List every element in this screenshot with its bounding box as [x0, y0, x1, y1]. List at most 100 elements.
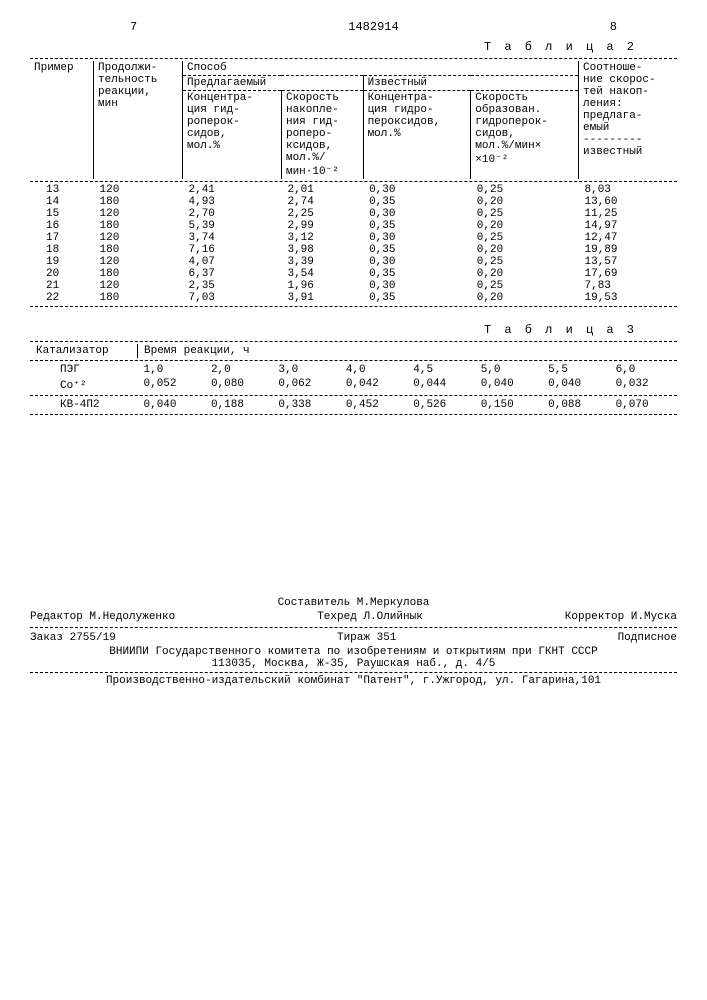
t2-h-proposed: Предлагаемый — [183, 76, 364, 91]
table-cell: 120 — [94, 280, 183, 292]
divider — [30, 341, 677, 342]
table-cell: 4,0 — [340, 363, 407, 377]
t3-h-catalyst: Катализатор — [30, 344, 138, 358]
table-cell: 2,70 — [183, 208, 282, 220]
table-cell: 0,35 — [363, 220, 471, 232]
table-cell: 0,088 — [542, 398, 609, 412]
table-cell: 0,20 — [471, 196, 579, 208]
table-cell: 0,20 — [471, 220, 579, 232]
t2-h-conc-known: Концентра- ция гидро- пероксидов, мол.% — [363, 91, 471, 180]
footer-tirazh: Тираж 351 — [337, 632, 396, 644]
table-row: 141804,932,740,350,2013,60 — [30, 196, 677, 208]
table-cell: 0,20 — [471, 244, 579, 256]
table-cell: 0,062 — [272, 377, 339, 393]
table-cell: 3,98 — [281, 244, 363, 256]
table-cell: 0,30 — [363, 256, 471, 268]
table-cell: 15 — [30, 208, 94, 220]
table-cell: 2,25 — [281, 208, 363, 220]
table-cell: 2,74 — [281, 196, 363, 208]
table-cell: 2,41 — [183, 184, 282, 196]
t3-label-kb: КВ-4П2 — [30, 398, 138, 412]
table-cell: 120 — [94, 184, 183, 196]
footer-corrector: Корректор И.Муска — [565, 611, 677, 623]
doc-number: 1482914 — [348, 20, 398, 34]
table-cell: 2,35 — [183, 280, 282, 292]
t2-h-conc-prop: Концентра- ция гид- роперок- сидов, мол.… — [183, 91, 282, 180]
table-cell: 20 — [30, 268, 94, 280]
table-cell: 120 — [94, 256, 183, 268]
table-row: 201806,373,540,350,2017,69 — [30, 268, 677, 280]
t2-h-rate-known: Скорость образован. гидроперок- сидов, м… — [471, 91, 579, 180]
footer-org1: ВНИИПИ Государственного комитета по изоб… — [30, 646, 677, 658]
table-cell: 0,25 — [471, 208, 579, 220]
table-cell: 0,040 — [138, 398, 205, 412]
table-row: 181807,163,980,350,2019,89 — [30, 244, 677, 256]
table-cell: 14,97 — [579, 220, 678, 232]
t2-h-ratio: Соотноше- ние скорос- тей накоп- ления: … — [579, 61, 678, 179]
table-cell: 22 — [30, 292, 94, 304]
table-cell: 16 — [30, 220, 94, 232]
footer-techred: Техред Л.Олийнык — [317, 611, 423, 623]
table-cell: 19,89 — [579, 244, 678, 256]
table-cell: 3,12 — [281, 232, 363, 244]
table-cell: 8,03 — [579, 184, 678, 196]
footer-org2: Производственно-издательский комбинат "П… — [30, 675, 677, 687]
table-cell: 120 — [94, 208, 183, 220]
table-cell: 0,526 — [407, 398, 474, 412]
table-cell: 120 — [94, 232, 183, 244]
footer-editor: Редактор М.Недолуженко — [30, 611, 175, 623]
table-cell: 12,47 — [579, 232, 678, 244]
table-cell: 4,5 — [407, 363, 474, 377]
table-cell: 7,83 — [579, 280, 678, 292]
table-cell: 0,35 — [363, 244, 471, 256]
table-cell: 3,0 — [272, 363, 339, 377]
table-cell: 0,20 — [471, 292, 579, 304]
table-cell: 4,07 — [183, 256, 282, 268]
table-cell: 5,39 — [183, 220, 282, 232]
table-cell: 0,150 — [475, 398, 542, 412]
table-row: 161805,392,990,350,2014,97 — [30, 220, 677, 232]
table-cell: 0,032 — [610, 377, 677, 393]
t2-h-method: Способ — [183, 61, 579, 76]
table-cell: 1,0 — [138, 363, 205, 377]
table-cell: 0,30 — [363, 208, 471, 220]
table-cell: 17,69 — [579, 268, 678, 280]
table-cell: 0,30 — [363, 184, 471, 196]
table-cell: 0,25 — [471, 232, 579, 244]
page-num-right: 8 — [610, 20, 617, 34]
table-cell: 2,0 — [205, 363, 272, 377]
footer-order: Заказ 2755/19 — [30, 632, 116, 644]
page-header: 7 1482914 8 — [30, 20, 677, 34]
table-cell: 2,01 — [281, 184, 363, 196]
footer: Составитель М.Меркулова Редактор М.Недол… — [30, 597, 677, 687]
table-cell: 0,042 — [340, 377, 407, 393]
page-num-left: 7 — [130, 20, 137, 34]
table-cell: 5,0 — [475, 363, 542, 377]
footer-subscr: Подписное — [618, 632, 677, 644]
table-cell: 13 — [30, 184, 94, 196]
table-cell: 19,53 — [579, 292, 678, 304]
table-row: 211202,351,960,300,257,83 — [30, 280, 677, 292]
table-cell: 0,080 — [205, 377, 272, 393]
table-cell: 13,57 — [579, 256, 678, 268]
table3: Катализатор Время реакции, ч ПЭГ1,02,03,… — [30, 344, 677, 417]
table-row: 191204,073,390,300,2513,57 — [30, 256, 677, 268]
table-row: 171203,743,120,300,2512,47 — [30, 232, 677, 244]
t3-h-time: Время реакции, ч — [138, 344, 678, 358]
table-cell: 0,25 — [471, 184, 579, 196]
table-cell: 0,30 — [363, 280, 471, 292]
t3-label-co: Co⁺² — [30, 377, 138, 393]
table-cell: 0,35 — [363, 268, 471, 280]
t3-label-peg: ПЭГ — [30, 363, 138, 377]
t2-h-known: Известный — [363, 76, 578, 91]
table-cell: 3,74 — [183, 232, 282, 244]
t2-h-rate-prop: Скорость накопле- ния гид- роперо- ксидо… — [281, 91, 363, 180]
table-cell: 3,39 — [281, 256, 363, 268]
table-cell: 0,25 — [471, 256, 579, 268]
table-cell: 0,070 — [610, 398, 677, 412]
table-cell: 2,99 — [281, 220, 363, 232]
divider — [30, 58, 677, 59]
table-cell: 11,25 — [579, 208, 678, 220]
table-cell: 0,25 — [471, 280, 579, 292]
table-cell: 1,96 — [281, 280, 363, 292]
